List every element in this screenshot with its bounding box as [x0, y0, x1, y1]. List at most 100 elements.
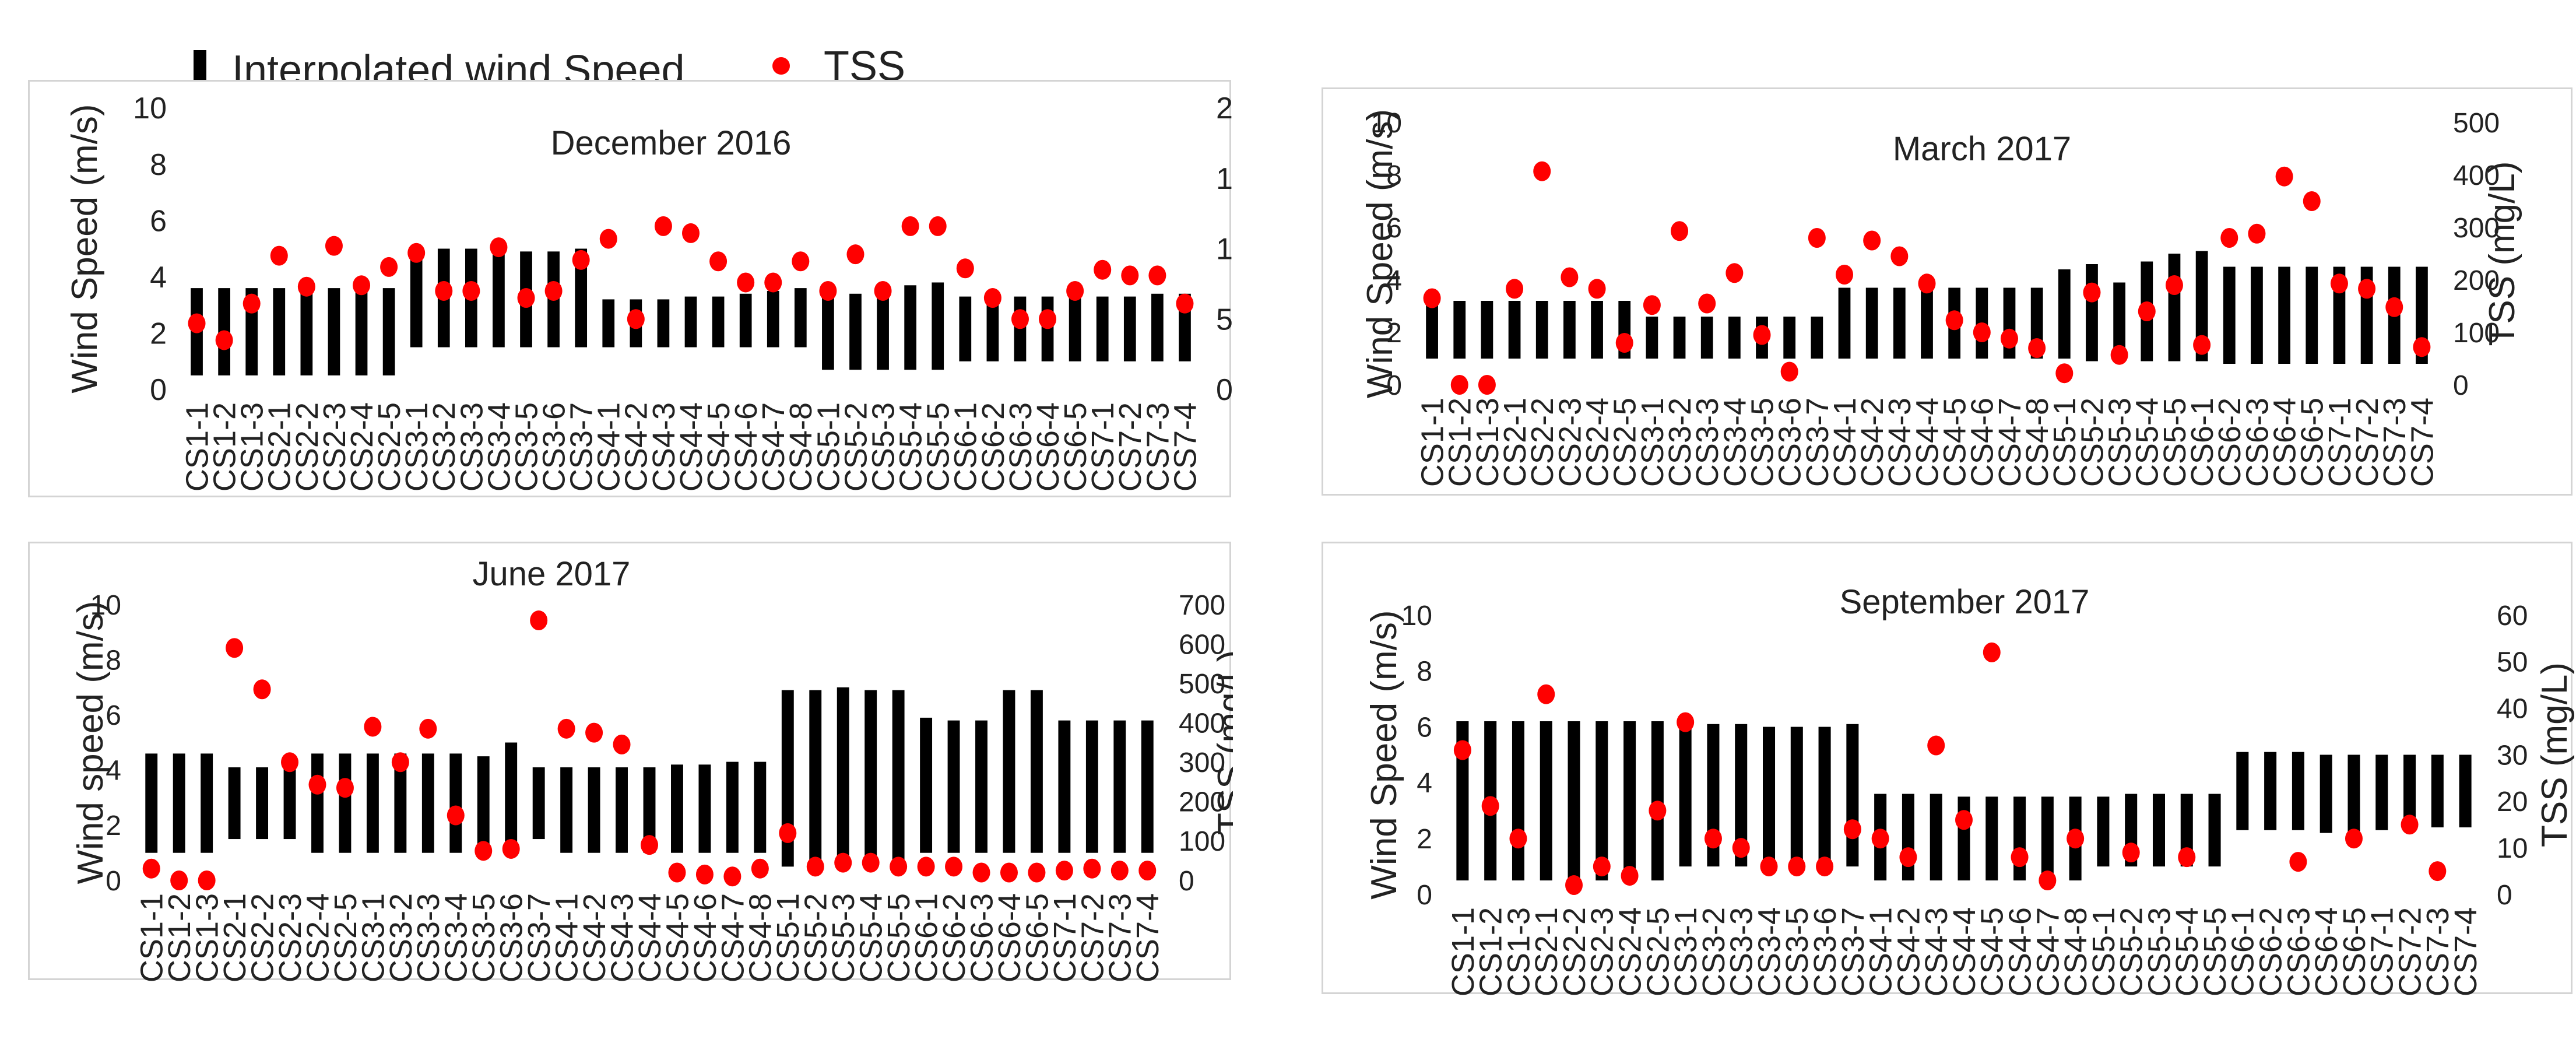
wind-speed-bar — [1790, 726, 1803, 867]
category-label: CS2-1 — [1529, 907, 1564, 996]
tss-point — [1083, 858, 1101, 879]
tss-point — [2345, 829, 2363, 849]
tss-point — [846, 244, 864, 265]
tss-point — [2110, 345, 2128, 365]
wind-speed-bar — [2013, 796, 2026, 881]
tss-point — [1481, 796, 1499, 816]
category-label: CS1-1 — [135, 893, 170, 982]
category-label: CS7-2 — [1075, 893, 1110, 982]
wind-speed-bar — [1058, 720, 1071, 853]
y-tick-label: 6 — [1417, 712, 1432, 743]
category-label: CS2-3 — [273, 893, 308, 982]
tss-point — [215, 330, 233, 350]
category-label: CS4-8 — [2020, 398, 2055, 487]
category-label: CS4-6 — [2002, 907, 2037, 996]
tss-point — [435, 280, 453, 301]
category-label: CS3-3 — [411, 893, 446, 982]
tss-point — [2303, 191, 2321, 211]
tss-point — [1621, 866, 1639, 886]
tss-point — [1537, 684, 1555, 704]
wind-speed-bar — [947, 720, 960, 853]
tss-point — [490, 237, 508, 258]
tss-point — [779, 823, 797, 843]
wind-speed-bar — [2195, 251, 2208, 361]
tss-point — [325, 236, 343, 256]
y2-tick-label: 700 — [1179, 590, 1225, 621]
tss-point — [380, 257, 398, 277]
y2-tick-label: 0 — [2497, 880, 2512, 911]
tss-point — [2067, 829, 2085, 849]
wind-speed-bar — [575, 248, 588, 347]
category-label: CS4-5 — [1975, 907, 2010, 996]
tss-point — [2165, 275, 2183, 295]
tss-point — [1871, 829, 1889, 849]
wind-speed-bar — [1783, 317, 1796, 359]
tss-point — [1055, 861, 1073, 881]
category-label: CS7-3 — [1103, 893, 1138, 982]
y-axis-label: Wind Speed (m/s) — [1360, 109, 1400, 398]
y2-tick-label: 10 — [2497, 833, 2528, 864]
tss-point — [1760, 857, 1778, 877]
category-label: CS3-4 — [439, 893, 474, 982]
y-tick-label: 2 — [106, 810, 121, 841]
category-label: CS4-8 — [743, 893, 778, 982]
tss-point — [819, 280, 837, 301]
tss-point — [419, 718, 437, 739]
wind-speed-bar — [726, 761, 739, 853]
category-label: CS4-4 — [1910, 398, 1945, 487]
category-label: CS3-7 — [1800, 398, 1835, 487]
category-label: CS5-3 — [866, 402, 901, 492]
y-tick-label: 10 — [90, 590, 121, 621]
tss-point — [751, 858, 769, 879]
wind-speed-bar — [1646, 317, 1658, 359]
wind-speed-bar — [1728, 317, 1741, 359]
wind-speed-bar — [849, 293, 862, 370]
wind-speed-bar — [560, 767, 573, 853]
category-label: CS5-5 — [2198, 907, 2233, 996]
wind-speed-bar — [1985, 796, 1998, 881]
tss-point — [917, 857, 935, 877]
category-label: CS2-5 — [1640, 907, 1675, 996]
wind-speed-bar — [256, 767, 269, 840]
category-label: CS4-8 — [783, 402, 818, 492]
category-label: CS4-1 — [592, 402, 627, 492]
category-label: CS4-3 — [605, 893, 639, 982]
wind-speed-bar — [781, 690, 794, 867]
tss-point — [695, 864, 714, 884]
tss-point — [2385, 297, 2403, 317]
wind-speed-bar — [300, 288, 313, 375]
y2-tick-label: 600 — [1179, 629, 1225, 660]
category-label: CS7-2 — [2350, 398, 2385, 487]
tss-point — [1983, 642, 2001, 662]
tss-point — [2429, 861, 2447, 882]
tss-point — [2039, 870, 2057, 891]
y2-tick-label: 300 — [2453, 213, 2500, 244]
tss-point — [764, 272, 782, 293]
wind-speed-bar — [1893, 287, 1906, 359]
category-label: CS3-4 — [1717, 398, 1752, 487]
wind-speed-bar — [1838, 287, 1851, 359]
wind-speed-bar — [339, 753, 352, 853]
category-label: CS4-2 — [619, 402, 654, 492]
wind-speed-bar — [2278, 266, 2290, 364]
category-label: CS6-2 — [976, 402, 1011, 492]
tss-point — [1423, 288, 1441, 308]
tss-point — [2358, 279, 2376, 299]
wind-speed-bar — [1141, 720, 1154, 853]
wind-speed-bar — [477, 756, 490, 853]
wind-speed-bar — [505, 742, 518, 853]
y-tick-label: 6 — [106, 700, 121, 731]
category-label: CS5-1 — [2086, 907, 2121, 996]
category-label: CS7-4 — [1168, 402, 1203, 492]
tss-point — [1890, 246, 1909, 266]
chart-panel-march-2017: 0 2 4 6 8 10 0 100 200 300 400 500 Wind Speed (m/s) T… — [1322, 87, 2573, 496]
wind-speed-bar — [1151, 293, 1164, 361]
wind-speed-bar — [932, 282, 944, 370]
category-label: CS1-2 — [1474, 907, 1509, 996]
category-label: CS2-1 — [262, 402, 297, 492]
tss-point — [1478, 375, 1496, 395]
category-label: CS5-5 — [2157, 398, 2192, 487]
tss-point — [1899, 847, 1917, 868]
category-label: CS3-7 — [1836, 907, 1871, 996]
category-label: CS5-5 — [921, 402, 956, 492]
